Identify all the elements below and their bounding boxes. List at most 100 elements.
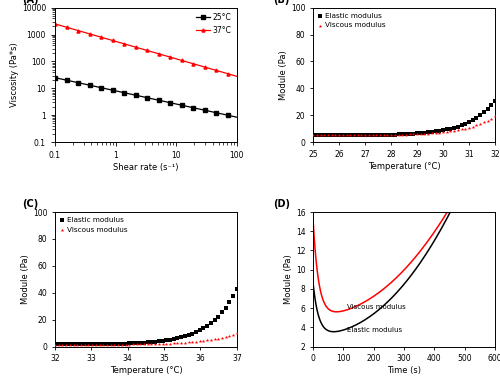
Elastic modulus — [203, 323, 211, 329]
Elastic modulus — [458, 122, 466, 128]
Viscous modulus — [132, 341, 140, 348]
Viscous modulus — [310, 219, 316, 224]
Elastic modulus — [144, 339, 152, 345]
Viscous modulus — [342, 132, 350, 138]
Elastic modulus — [368, 132, 376, 138]
25°C — [234, 115, 240, 119]
Elastic modulus — [358, 132, 366, 138]
Elastic modulus — [88, 341, 96, 347]
Viscous modulus — [439, 129, 447, 136]
Text: (A): (A) — [22, 0, 39, 5]
Elastic modulus — [210, 317, 218, 323]
Viscous modulus — [478, 149, 484, 153]
Viscous modulus — [162, 341, 170, 347]
Viscous modulus — [335, 132, 343, 139]
Viscous modulus — [420, 131, 428, 137]
Viscous modulus — [332, 132, 340, 139]
Text: (B): (B) — [273, 0, 289, 5]
X-axis label: Temperature (°C): Temperature (°C) — [368, 162, 440, 171]
Text: (C): (C) — [22, 199, 38, 209]
Elastic modulus — [162, 337, 170, 343]
Viscous modulus — [372, 132, 380, 138]
Elastic modulus — [132, 340, 140, 346]
Viscous modulus — [144, 341, 152, 347]
Viscous modulus — [125, 341, 133, 348]
Viscous modulus — [148, 341, 156, 347]
Elastic modulus — [196, 327, 203, 333]
Viscous modulus — [54, 342, 62, 348]
37°C — [162, 54, 168, 58]
Elastic modulus — [125, 340, 133, 346]
Elastic modulus — [62, 341, 70, 348]
Elastic modulus — [66, 341, 74, 347]
25°C — [213, 110, 219, 115]
Y-axis label: Module (Pa): Module (Pa) — [284, 254, 293, 304]
Viscous modulus — [413, 131, 421, 137]
25°C — [170, 101, 175, 105]
Elastic modulus — [402, 131, 410, 137]
Viscous modulus — [218, 335, 226, 341]
Elastic modulus — [462, 121, 469, 127]
Viscous modulus — [158, 341, 166, 347]
Elastic modulus — [140, 340, 148, 346]
Elastic modulus — [218, 310, 226, 316]
Elastic modulus — [394, 131, 402, 137]
Viscous modulus — [140, 341, 148, 347]
Viscous modulus — [92, 341, 100, 348]
Viscous modulus — [450, 128, 458, 134]
Elastic modulus — [491, 98, 499, 104]
Viscous modulus — [84, 342, 92, 348]
Elastic modulus — [406, 131, 413, 137]
Elastic modulus — [214, 313, 222, 320]
Viscous modulus — [122, 341, 130, 348]
Viscous modulus — [320, 132, 328, 139]
Elastic modulus — [99, 341, 107, 347]
Viscous modulus — [387, 132, 395, 138]
Elastic modulus — [51, 341, 59, 348]
Viscous modulus — [384, 132, 392, 138]
Legend: Elastic modulus, Viscous modulus: Elastic modulus, Viscous modulus — [317, 11, 387, 30]
Viscous modulus — [70, 342, 78, 348]
Elastic modulus — [339, 132, 347, 138]
Viscous modulus — [458, 126, 466, 132]
Viscous modulus — [177, 340, 185, 346]
Viscous modulus — [432, 130, 440, 136]
37°C — [213, 68, 219, 73]
Viscous modulus — [88, 342, 96, 348]
Elastic modulus — [354, 132, 362, 138]
Elastic modulus — [129, 340, 137, 346]
Viscous modulus — [346, 132, 354, 138]
Elastic modulus — [177, 334, 185, 340]
25°C — [176, 102, 182, 107]
Elastic modulus — [443, 126, 451, 132]
Legend: 25°C, 37°C: 25°C, 37°C — [194, 12, 233, 37]
Viscous modulus — [446, 128, 454, 134]
Viscous modulus — [114, 341, 122, 348]
Elastic modulus — [417, 130, 425, 136]
Elastic modulus — [174, 335, 182, 341]
Viscous modulus — [203, 337, 211, 343]
Y-axis label: Module (Pa): Module (Pa) — [21, 254, 30, 304]
Elastic modulus — [436, 128, 444, 134]
Elastic modulus — [106, 341, 114, 347]
Viscous modulus — [480, 119, 488, 126]
Viscous modulus — [229, 331, 237, 338]
Elastic modulus — [70, 341, 78, 347]
Elastic modulus — [472, 115, 480, 121]
Elastic modulus — [181, 333, 189, 340]
Viscous modulus — [196, 338, 203, 345]
Viscous modulus — [321, 300, 327, 305]
Viscous modulus — [233, 330, 241, 336]
Elastic modulus — [484, 129, 490, 133]
Elastic modulus — [136, 340, 144, 346]
Viscous modulus — [151, 341, 159, 347]
X-axis label: Shear rate (s⁻¹): Shear rate (s⁻¹) — [113, 163, 178, 172]
Viscous modulus — [77, 342, 85, 348]
Line: Elastic modulus: Elastic modulus — [313, 109, 495, 332]
Viscous modulus — [62, 342, 70, 348]
Elastic modulus — [58, 341, 66, 348]
Elastic modulus — [170, 336, 177, 342]
Elastic modulus — [207, 320, 215, 326]
Elastic modulus — [446, 126, 454, 132]
Viscous modulus — [354, 132, 362, 138]
